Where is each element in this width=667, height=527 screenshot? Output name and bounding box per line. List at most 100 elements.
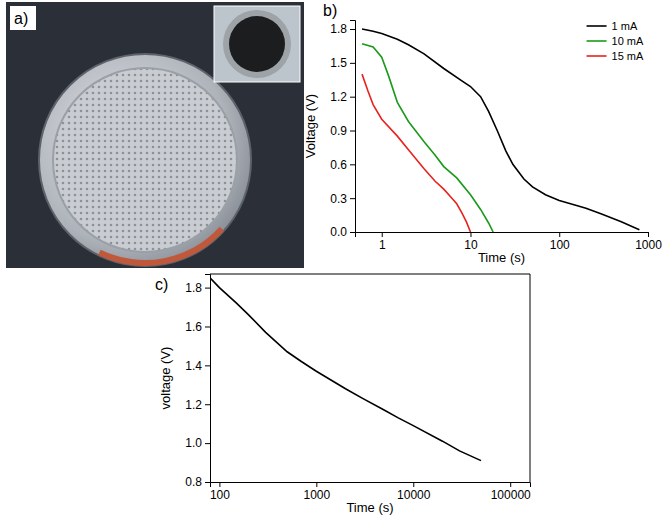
axis-line: [205, 275, 211, 483]
tick-label: 1.8: [185, 281, 202, 295]
tick-mark: [350, 198, 355, 199]
panel-label: a): [14, 10, 28, 27]
axis-line: [356, 233, 649, 238]
x-axis-title: Time (s): [346, 500, 393, 515]
axis-line: [211, 483, 531, 488]
tick-mark: [413, 482, 414, 487]
photo-background: [6, 2, 304, 268]
tick: 1.6: [185, 320, 210, 334]
tick: 1.0: [185, 436, 210, 450]
tick-label: 10: [464, 238, 478, 252]
tick-mark: [350, 63, 355, 64]
x-axis-title: Time (s): [478, 250, 525, 265]
tick-mark: [205, 326, 210, 327]
tick: 100000: [491, 482, 531, 502]
plot-area: [210, 278, 481, 461]
y-axis: 0.0 0.3 0.6 0.9 1.2 1.5 1.8: [330, 21, 355, 240]
coin-cell-rim: [39, 54, 251, 266]
plot-area: [362, 29, 639, 232]
tick-label: 0.3: [330, 192, 347, 206]
tick-label: 100: [210, 488, 230, 502]
x-axis: 1 10 100 1000: [356, 232, 663, 252]
tick-mark: [648, 232, 649, 237]
legend: 1 mA 10 mA 15 mA: [587, 20, 644, 62]
tick: 0.6: [330, 158, 355, 172]
legend-swatch: [587, 55, 607, 57]
tick-label: 1.0: [185, 436, 202, 450]
tick-label: 0.6: [330, 158, 347, 172]
tick-mark: [510, 482, 511, 487]
tick-label: 1: [379, 238, 386, 252]
tick-mark: [205, 482, 210, 483]
legend-label: 1 mA: [612, 20, 638, 32]
coin-cell-face: [53, 68, 237, 252]
tick-mark: [350, 29, 355, 30]
tick-mark: [350, 232, 355, 233]
tick-label: 1.2: [330, 90, 347, 104]
tick-label: 10000: [397, 488, 431, 502]
figure: a) 1 10 100 1000 0.0 0.3 0.6 0.9 1.2 1.5 1.8 Time (s…: [0, 0, 667, 527]
tick: 1.8: [330, 22, 355, 36]
x-axis: 100 1000 10000 100000: [210, 482, 531, 502]
tick-label: 1.4: [185, 359, 202, 373]
photo-panel: a): [6, 2, 304, 268]
tick-mark: [205, 443, 210, 444]
tick-mark: [382, 232, 383, 237]
tick: 1.2: [185, 398, 210, 412]
tick-mark: [205, 404, 210, 405]
tick: 10: [464, 232, 478, 252]
tick-mark: [350, 131, 355, 132]
tick: 1000: [303, 482, 330, 502]
data-line: [362, 29, 639, 230]
tick: 1.8: [185, 281, 210, 295]
tick-mark: [470, 232, 471, 237]
legend-entry: 10 mA: [587, 35, 644, 47]
tick-label: 1.6: [185, 320, 202, 334]
tick-label: 1.5: [330, 56, 347, 70]
tick: 0.0: [330, 225, 355, 239]
legend-swatch: [587, 40, 607, 42]
tick-mark: [205, 288, 210, 289]
y-axis-title: Voltage (V): [303, 94, 318, 158]
tick: 1000: [635, 232, 662, 252]
tick-label: 0.9: [330, 124, 347, 138]
tick: 0.3: [330, 192, 355, 206]
chart-panel: 100 1000 10000 100000 0.8 1.0 1.2 1.4 1.6 1.8 Time…: [155, 274, 531, 515]
legend-label: 10 mA: [612, 35, 644, 47]
y-axis: 0.8 1.0 1.2 1.4 1.6 1.8: [185, 275, 210, 490]
tick-mark: [559, 232, 560, 237]
legend-entry: 1 mA: [587, 20, 638, 32]
tick-mark: [350, 164, 355, 165]
tick: 1.2: [330, 90, 355, 104]
tick-mark: [205, 365, 210, 366]
data-line: [210, 278, 481, 461]
panel-label: b): [323, 2, 337, 19]
tick: 0.9: [330, 124, 355, 138]
tick: 1.5: [330, 56, 355, 70]
tick: 1.4: [185, 359, 210, 373]
inset-electrode: [229, 16, 285, 72]
tick-mark: [350, 97, 355, 98]
inset-background: [214, 6, 300, 82]
y-axis-title: voltage (V): [158, 347, 173, 410]
tick-label: 1000: [635, 238, 662, 252]
tick-mark: [219, 482, 220, 487]
tick: 100: [550, 232, 570, 252]
tick: 10000: [397, 482, 431, 502]
axis-line: [350, 21, 356, 233]
tick: 1: [379, 232, 386, 252]
panel-label: c): [155, 276, 168, 293]
legend-label: 15 mA: [612, 50, 644, 62]
tick-label: 1.8: [330, 22, 347, 36]
legend-entry: 15 mA: [587, 50, 644, 62]
data-line: [362, 74, 470, 232]
tick: 100: [210, 482, 230, 502]
tick-label: 0.0: [330, 225, 347, 239]
legend-swatch: [587, 25, 607, 27]
tick-mark: [316, 482, 317, 487]
chart-panel: 1 10 100 1000 0.0 0.3 0.6 0.9 1.2 1.5 1.8 Time (s) V…: [303, 2, 662, 265]
data-line: [362, 44, 493, 232]
plot-frame: [210, 274, 530, 482]
panel-label-background: [10, 6, 36, 30]
tick: 0.8: [185, 475, 210, 489]
